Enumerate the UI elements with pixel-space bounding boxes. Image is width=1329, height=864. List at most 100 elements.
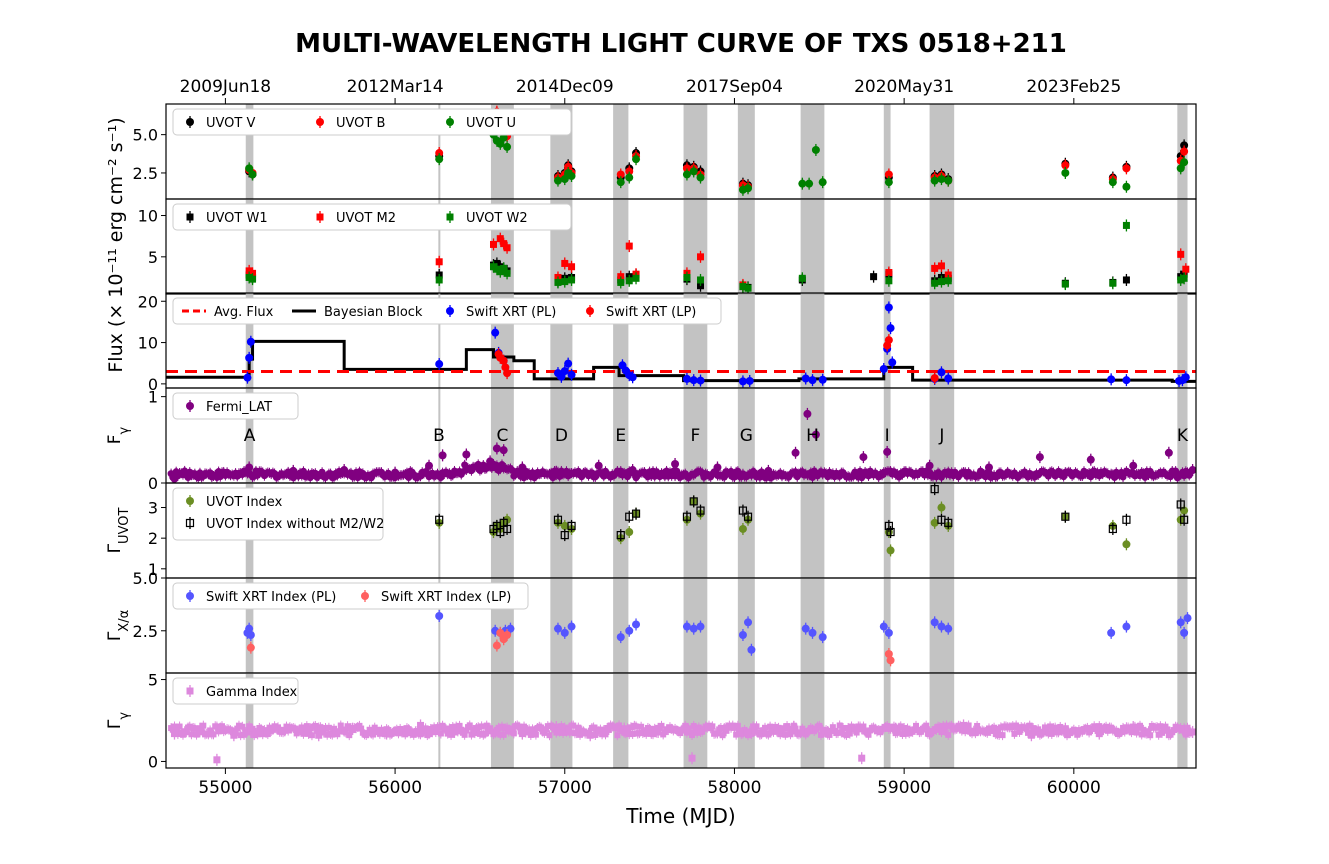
data-point bbox=[438, 451, 447, 460]
dense-point bbox=[274, 724, 281, 731]
data-point bbox=[553, 624, 562, 633]
dense-point bbox=[471, 730, 478, 737]
dense-point bbox=[1045, 730, 1052, 737]
data-point bbox=[696, 173, 705, 182]
dense-point bbox=[463, 727, 470, 734]
dense-point bbox=[385, 726, 392, 733]
dense-point bbox=[531, 727, 538, 734]
data-point bbox=[884, 170, 893, 179]
data-point bbox=[631, 509, 641, 518]
dense-point bbox=[532, 731, 539, 738]
legend-label: UVOT Index bbox=[206, 495, 283, 510]
dense-point bbox=[658, 722, 665, 729]
dense-point bbox=[614, 732, 621, 739]
y-tick-label: 1 bbox=[148, 388, 158, 407]
top-tick-label: 2023Feb25 bbox=[1026, 77, 1121, 97]
dense-point bbox=[437, 730, 444, 737]
legend-uvot_uv: UVOT W1 UVOT M2 UVOT W2 bbox=[172, 203, 572, 231]
dense-point bbox=[200, 722, 207, 729]
data-point bbox=[885, 277, 893, 285]
shaded-interval-K bbox=[1177, 388, 1188, 483]
panel-frame bbox=[165, 198, 1197, 295]
dense-point bbox=[845, 724, 852, 731]
dense-point bbox=[213, 723, 220, 730]
dense-point bbox=[743, 729, 750, 736]
data-point bbox=[1061, 161, 1070, 170]
data-point bbox=[944, 277, 952, 285]
dense-point bbox=[602, 731, 609, 738]
data-point bbox=[1180, 628, 1189, 637]
dense-point bbox=[1138, 731, 1145, 738]
data-point bbox=[937, 622, 946, 631]
dense-point bbox=[1187, 468, 1195, 476]
dense-point bbox=[376, 730, 383, 737]
data-point bbox=[1107, 628, 1116, 637]
y-tick-label: 2.5 bbox=[133, 622, 158, 641]
legend-marker bbox=[186, 687, 194, 695]
label-subscript: UVOT bbox=[117, 508, 132, 544]
data-point bbox=[435, 258, 443, 266]
data-point bbox=[170, 730, 178, 738]
dense-point bbox=[699, 728, 706, 735]
shaded-interval-A bbox=[245, 673, 254, 768]
label-main: Γ bbox=[105, 719, 125, 729]
shaded-interval-K bbox=[1177, 483, 1188, 578]
data-point bbox=[435, 515, 444, 524]
dense-point bbox=[468, 731, 475, 738]
dense-point bbox=[1025, 729, 1032, 736]
data-point bbox=[503, 244, 511, 252]
dense-point bbox=[171, 723, 178, 730]
shaded-interval-C bbox=[490, 388, 514, 483]
legend-label: Bayesian Block bbox=[324, 305, 423, 320]
dense-point bbox=[1181, 725, 1188, 732]
data-point bbox=[499, 133, 508, 142]
data-point bbox=[884, 303, 893, 312]
dense-point bbox=[291, 725, 298, 732]
dense-point bbox=[745, 732, 752, 739]
series-uvot-index-without-m2-w2 bbox=[435, 483, 1189, 542]
dense-point bbox=[558, 723, 565, 730]
shaded-interval-D bbox=[550, 483, 573, 578]
data-point bbox=[944, 624, 953, 633]
dense-point bbox=[1187, 729, 1194, 736]
x-tick-label: 55000 bbox=[198, 778, 252, 798]
dense-point bbox=[972, 730, 979, 737]
legend-box bbox=[172, 203, 572, 231]
dense-point bbox=[198, 726, 205, 733]
dense-point bbox=[1184, 724, 1191, 731]
data-point bbox=[616, 633, 625, 642]
dense-point bbox=[1011, 730, 1018, 737]
dense-point bbox=[218, 723, 225, 730]
data-point bbox=[625, 277, 633, 285]
legend-label: UVOT V bbox=[206, 116, 255, 131]
series-swift-xrt-index-pl- bbox=[243, 610, 1192, 656]
shaded-interval-C bbox=[490, 673, 514, 768]
data-point bbox=[1176, 164, 1185, 173]
dense-point bbox=[1072, 728, 1079, 735]
data-point bbox=[671, 460, 680, 468]
dense-point bbox=[600, 727, 607, 734]
data-point bbox=[632, 620, 641, 629]
data-point bbox=[682, 512, 692, 521]
data-point bbox=[747, 645, 756, 654]
data-point bbox=[417, 721, 425, 729]
dense-point bbox=[319, 725, 326, 732]
data-point bbox=[879, 622, 888, 631]
dense-point bbox=[770, 728, 777, 735]
panel-uvot_index: 1 2 3 ΓUVOT UVOT Index UVOT Index without M2/… bbox=[105, 482, 1197, 579]
dense-point bbox=[1096, 723, 1103, 730]
panel-fermi: A B C D E F G H I J K 0 1 Fγ Fermi_LAT bbox=[105, 387, 1197, 493]
legend-label: UVOT Index without M2/W2 bbox=[206, 517, 384, 532]
dense-point bbox=[451, 729, 458, 736]
data-point bbox=[213, 756, 221, 764]
dense-point bbox=[840, 724, 847, 731]
shaded-interval-B bbox=[438, 388, 441, 483]
legend-label: Avg. Flux bbox=[214, 305, 274, 320]
dense-point bbox=[1016, 728, 1023, 735]
dense-points-fermi bbox=[167, 459, 1195, 483]
y-tick-label: 1 bbox=[148, 560, 158, 579]
dense-point bbox=[1133, 729, 1140, 736]
dense-point bbox=[432, 729, 439, 736]
data-point bbox=[435, 360, 444, 369]
shaded-interval-G bbox=[737, 104, 755, 199]
